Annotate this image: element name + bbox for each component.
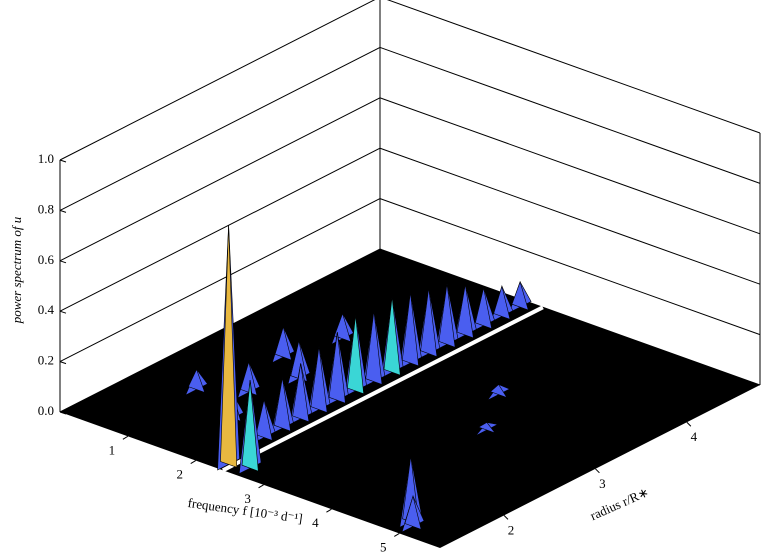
z-tick [59,411,67,415]
spike [220,224,238,468]
z-tick [59,310,67,314]
spike [241,379,259,472]
y-tick-label: 3 [599,476,606,491]
x-tick [122,435,129,440]
z-axis-label: power spectrum of u [9,216,24,324]
slice-gap [221,305,544,473]
grid-line [59,97,761,262]
x-tick [394,532,400,537]
z-tick-label: 0.2 [38,353,54,368]
y-tick-label: 4 [691,429,698,444]
z-tick-label: 0.6 [38,252,55,267]
y-tick [503,515,509,520]
z-tick-label: 1.0 [38,151,54,166]
x-tick-label: 2 [176,467,183,482]
z-tick-label: 0.8 [38,201,54,216]
x-tick [326,508,332,513]
spike [404,495,422,530]
spike [347,315,365,395]
spike [438,283,456,348]
x-tick-label: 5 [380,539,387,553]
spike [401,292,419,367]
spike [456,284,474,339]
z-tick-label: 0.4 [38,302,55,317]
spike [477,422,496,434]
spike [493,285,511,320]
grid-line [59,0,761,161]
x-tick [258,484,264,489]
spike [273,377,291,432]
spike [475,287,493,330]
y-axis-label: radius r/R∗ [588,484,651,523]
spike [187,368,206,393]
x-tick-label: 4 [312,515,319,530]
x-tick-label: 3 [244,491,251,506]
z-tick [59,361,67,365]
y-tick [595,468,600,474]
spike [328,332,346,404]
spike [383,296,401,376]
spike [310,346,328,413]
spike [292,363,310,423]
z-tick [59,209,67,213]
z-tick [59,159,67,163]
x-tick [190,460,196,465]
grid-line [59,46,761,211]
spike [334,312,352,343]
spike [365,310,383,385]
z-tick-label: 0.0 [38,403,54,418]
grid-line [59,248,761,413]
spike [511,280,529,311]
y-tick [686,421,692,427]
spike [274,325,292,361]
floor [60,249,760,548]
y-tick-label: 2 [508,522,515,537]
grid-line [59,198,761,363]
z-tick [59,260,67,264]
spike [420,288,438,358]
spike [489,384,508,399]
grid-line [59,147,761,312]
spike [255,399,273,441]
x-tick-label: 1 [109,442,116,457]
